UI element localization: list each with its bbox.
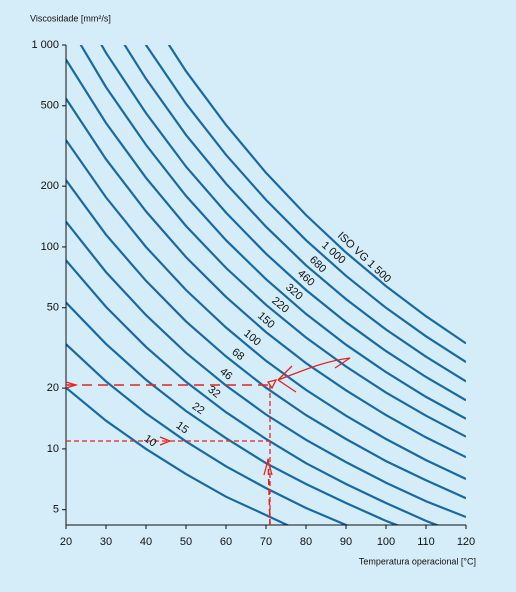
viscosity-curve [144, 45, 466, 364]
curves [66, 45, 466, 525]
x-tick-label: 30 [100, 536, 112, 548]
curve-label: 68 [229, 346, 246, 363]
x-tick-label: 50 [180, 536, 192, 548]
y-tick-label: 10 [47, 443, 59, 455]
viscosity-curve [123, 45, 466, 383]
curve-label: 22 [190, 400, 207, 417]
x-tick-label: 90 [340, 536, 352, 548]
reading-annotation [65, 357, 351, 526]
viscosity-curve [66, 259, 440, 525]
curve-label: 46 [217, 366, 234, 383]
y-tick-label: 200 [41, 180, 59, 192]
viscosity-curve [66, 221, 466, 519]
viscosity-curve [79, 45, 466, 420]
x-tick-label: 60 [220, 536, 232, 548]
curve-label: 32 [205, 384, 222, 401]
y-axis-label: Viscosidade [mm²/s] [30, 13, 111, 23]
x-tick-label: 120 [457, 536, 475, 548]
x-tick-label: 80 [300, 536, 312, 548]
viscosity-curve [66, 386, 290, 525]
viscosity-curve [66, 59, 466, 438]
x-tick-label: 100 [377, 536, 395, 548]
x-tick-label: 20 [60, 536, 72, 548]
viscosity-curve [100, 45, 466, 402]
x-tick-label: 70 [260, 536, 272, 548]
viscosity-curve [66, 179, 466, 500]
x-tick-label: 40 [140, 536, 152, 548]
x-tick-label: 110 [417, 536, 435, 548]
viscosity-curve [66, 301, 400, 525]
y-tick-label: 20 [47, 382, 59, 394]
y-tick-label: 1 000 [31, 39, 59, 51]
viscosity-curve [66, 97, 466, 459]
viscosity-curve [167, 45, 466, 345]
viscosity-curve [66, 139, 466, 480]
curve-label: 10 [142, 433, 159, 450]
x-axis-label: Temperatura operacional [°C] [359, 556, 476, 566]
y-tick-label: 100 [41, 241, 59, 253]
y-tick-label: 500 [41, 100, 59, 112]
y-tick-label: 5 [53, 504, 59, 516]
y-tick-label: 50 [47, 302, 59, 314]
curve-label: 15 [174, 420, 191, 437]
viscosity-curve [66, 343, 349, 525]
